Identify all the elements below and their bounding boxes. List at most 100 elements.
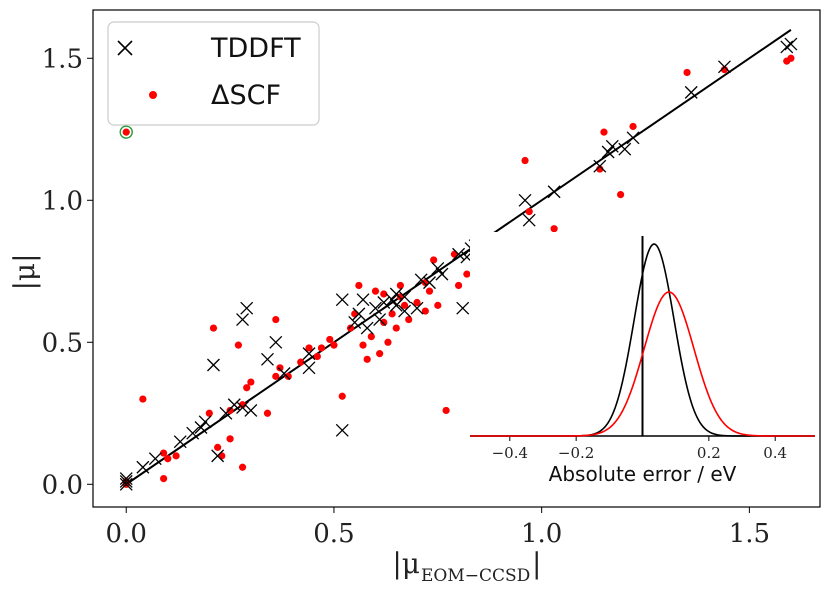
dscf-point <box>214 443 222 451</box>
dscf-point <box>521 156 529 165</box>
tddft-point <box>244 403 258 417</box>
tddft-point <box>414 273 428 287</box>
tddft-point <box>240 301 254 315</box>
tddft-point <box>369 301 382 315</box>
dscf-point <box>330 341 338 349</box>
dscf-point <box>683 68 691 77</box>
inset-curve-dscf <box>470 291 815 437</box>
dscf-point <box>234 341 242 349</box>
legend-frame <box>107 21 320 126</box>
dscf-point <box>359 341 367 349</box>
dscf-point <box>787 54 795 62</box>
dscf-point <box>384 338 392 346</box>
tddft-point <box>452 247 466 261</box>
tddft-point <box>335 293 349 307</box>
legend-label-dscf: ΔSCF <box>211 80 281 111</box>
dscf-point <box>247 378 255 386</box>
tddft-point <box>684 85 698 99</box>
dscf-point <box>326 335 334 344</box>
y-tick-label: 1.0 <box>42 186 83 216</box>
dscf-point <box>160 449 168 457</box>
inset-x-tick-label: −0.2 <box>558 444 594 462</box>
tddft-point <box>522 213 536 227</box>
highlight-ring <box>119 125 133 139</box>
dscf-point <box>550 225 558 233</box>
x-axis-title: |μ EOM−CCSD | <box>392 547 541 586</box>
tddft-point <box>618 142 632 156</box>
dscf-point <box>317 344 326 352</box>
tddft-point <box>119 477 133 491</box>
dscf-point <box>209 324 218 332</box>
dscf-point <box>238 463 247 471</box>
dscf-point <box>413 298 421 307</box>
tddft-point <box>601 145 615 159</box>
tddft-point <box>547 185 561 199</box>
dscf-point <box>284 372 292 380</box>
dscf-point <box>313 352 321 361</box>
tddft-point <box>518 193 532 207</box>
tddft-point <box>119 474 133 488</box>
x-tick-label: 0.0 <box>106 519 147 549</box>
inset-x-tick-label: 0.4 <box>763 444 787 462</box>
dscf-point <box>380 290 388 298</box>
tddft-point <box>389 287 403 301</box>
tddft-point <box>198 415 212 429</box>
dscf-point <box>263 409 272 417</box>
legend: TDDFT ΔSCF <box>107 21 320 126</box>
x-tick-label: 1.5 <box>729 519 770 549</box>
tddft-point <box>136 460 150 474</box>
y-tick-label: 0.5 <box>42 328 83 358</box>
dscf-point <box>600 128 608 136</box>
tddft-point <box>236 401 250 415</box>
dscf-point <box>363 355 371 363</box>
tddft-point <box>173 435 187 449</box>
dscf-point <box>380 318 388 326</box>
dscf-point <box>425 287 434 295</box>
tddft-point <box>717 60 731 74</box>
dscf-point <box>172 452 180 460</box>
legend-dot-marker-icon <box>149 91 157 99</box>
tddft-point <box>398 290 412 304</box>
legend-entry-dscf: ΔSCF <box>149 80 281 111</box>
x-tick-label: 1.0 <box>521 519 562 549</box>
tddft-point <box>456 301 470 315</box>
legend-entry-tddft: TDDFT <box>117 33 301 64</box>
tddft-point <box>211 449 225 463</box>
dscf-point <box>616 191 625 199</box>
dscf-point <box>525 208 533 216</box>
y-axis-title: |μ| <box>8 253 41 290</box>
inset-x-tick-label: −0.4 <box>492 444 528 462</box>
main-ticks: 0.0 0.5 1.0 1.5 0.0 0.5 1.0 1.5 <box>42 44 770 549</box>
dscf-point <box>346 324 355 332</box>
tddft-point <box>302 361 316 375</box>
tddft-point <box>360 321 374 335</box>
tddft-point <box>207 358 220 372</box>
dscf-point <box>367 333 375 341</box>
tddft-point <box>227 398 241 412</box>
dscf-point <box>405 315 413 324</box>
y-tick-label: 1.5 <box>42 44 83 74</box>
tddft-point <box>236 313 250 327</box>
dscf-point <box>396 281 405 290</box>
dscf-point <box>272 315 280 324</box>
main-axes-frame <box>92 9 821 508</box>
tddft-point <box>626 131 640 145</box>
inset-x-tick-label: 0.2 <box>697 444 721 462</box>
tddft-point <box>269 335 283 349</box>
dscf-point <box>338 392 346 400</box>
dscf-point <box>297 358 305 366</box>
dscf-point <box>272 372 280 380</box>
tddft-point <box>410 301 424 315</box>
tddft-point <box>186 426 200 440</box>
dscf-point <box>164 455 172 463</box>
fit-line <box>125 29 792 486</box>
dscf-point <box>392 324 400 332</box>
tddft-point <box>119 472 133 486</box>
tddft-point <box>356 293 370 307</box>
tddft-point <box>277 367 291 380</box>
tddft-point <box>593 159 607 173</box>
tddft-point <box>431 261 445 275</box>
inset-error-distribution: −0.4 −0.2 0.2 0.4 Absolute error / eV <box>470 232 815 496</box>
dscf-point <box>305 344 313 352</box>
